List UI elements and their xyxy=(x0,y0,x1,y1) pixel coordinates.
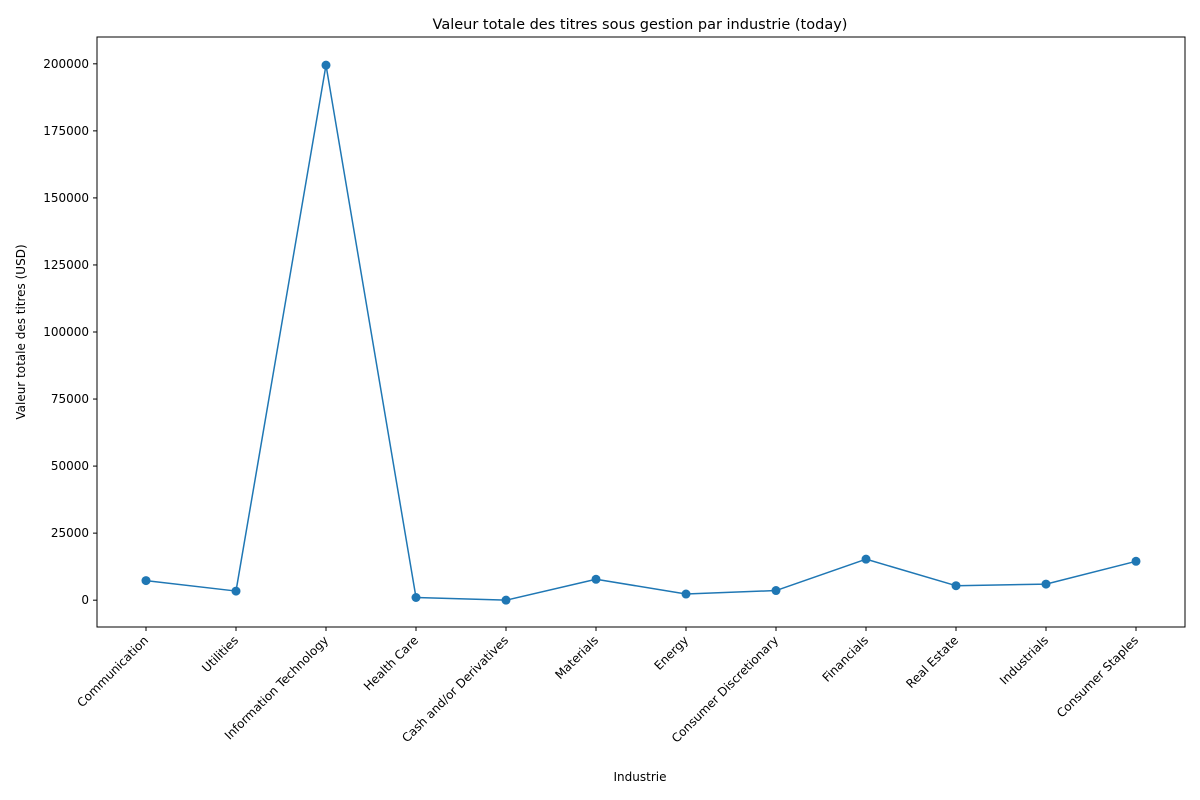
y-tick-label: 150000 xyxy=(43,191,89,205)
y-tick-label: 125000 xyxy=(43,258,89,272)
y-tick-label: 50000 xyxy=(51,459,89,473)
x-tick-label: Industrials xyxy=(997,633,1051,687)
x-tick-label: Energy xyxy=(652,633,692,673)
data-point xyxy=(591,574,601,584)
y-tick-label: 100000 xyxy=(43,325,89,339)
data-point xyxy=(231,586,241,596)
plot-area: 0 25000 50000 75000 100000 125000 150000 175000… xyxy=(43,36,1186,746)
data-point xyxy=(951,581,961,591)
y-tick-label: 175000 xyxy=(43,124,89,138)
x-tick-label: Consumer Discretionary xyxy=(669,633,781,745)
data-point xyxy=(321,60,331,70)
y-tick-label: 200000 xyxy=(43,57,89,71)
chart-title: Valeur totale des titres sous gestion pa… xyxy=(433,17,848,33)
x-tick-label: Health Care xyxy=(361,633,421,693)
data-point xyxy=(861,554,871,564)
plot-frame xyxy=(96,36,1186,628)
x-tick-label: Financials xyxy=(820,633,871,684)
x-tick-label: Real Estate xyxy=(903,633,961,691)
data-point xyxy=(411,593,421,602)
y-tick-label: 0 xyxy=(81,593,89,607)
data-point xyxy=(501,595,511,605)
x-tick-label: Materials xyxy=(552,633,601,682)
y-tick-label: 75000 xyxy=(51,392,89,406)
data-point xyxy=(771,586,781,596)
x-tick-label: Utilities xyxy=(199,633,241,675)
data-point xyxy=(1131,556,1141,566)
data-point xyxy=(1041,579,1051,589)
data-point xyxy=(681,589,691,599)
series-line xyxy=(145,64,1137,601)
x-tick-label: Cash and/or Derivatives xyxy=(399,633,511,745)
x-tick-label: Consumer Staples xyxy=(1054,633,1141,720)
y-tick-label: 25000 xyxy=(51,526,89,540)
data-point xyxy=(141,576,151,586)
y-axis-title: Valeur totale des titres (USD) xyxy=(14,244,28,419)
x-axis-title: Industrie xyxy=(614,770,667,784)
x-tick-label: Information Technology xyxy=(222,633,331,742)
x-tick-label: Communication xyxy=(74,633,151,710)
